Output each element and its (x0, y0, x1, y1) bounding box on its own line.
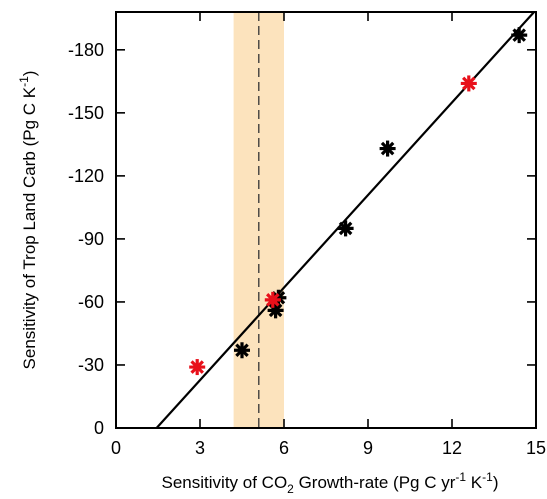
black-point-1 (267, 302, 284, 319)
x-tick-label: 3 (195, 438, 205, 458)
y-tick-label: -90 (78, 229, 104, 249)
x-tick-label: 15 (526, 438, 546, 458)
x-tick-label: 0 (111, 438, 121, 458)
chart-marks (155, 12, 536, 428)
red-point-1 (264, 291, 281, 308)
y-tick-label: -30 (78, 355, 104, 375)
plot-frame (115, 11, 537, 429)
uncertainty-band (233, 12, 284, 428)
y-axis-label: Sensitivity of Trop Land Carb (Pg C K-1) (17, 71, 39, 370)
plot-area (233, 12, 284, 428)
y-tick-label: -150 (68, 103, 104, 123)
red-point-0 (189, 359, 206, 376)
regression-line (155, 12, 536, 428)
black-point-4 (379, 140, 396, 157)
black-point-5 (511, 27, 528, 44)
x-axis-label: Sensitivity of CO2 Growth-rate (Pg C yr-… (162, 470, 499, 496)
x-tick-label: 12 (442, 438, 462, 458)
x-tick-label: 9 (363, 438, 373, 458)
y-tick-label: -120 (68, 166, 104, 186)
y-tick-label: 0 (94, 418, 104, 438)
x-tick-label: 6 (279, 438, 289, 458)
red-point-2 (460, 75, 477, 92)
black-point-0 (234, 342, 250, 359)
y-tick-label: -180 (68, 40, 104, 60)
y-tick-label: -60 (78, 292, 104, 312)
black-point-3 (337, 220, 354, 237)
axes: 0 3 6 9 12 15 0 -30 -60 -90 -120 -150 -180 (68, 11, 546, 458)
